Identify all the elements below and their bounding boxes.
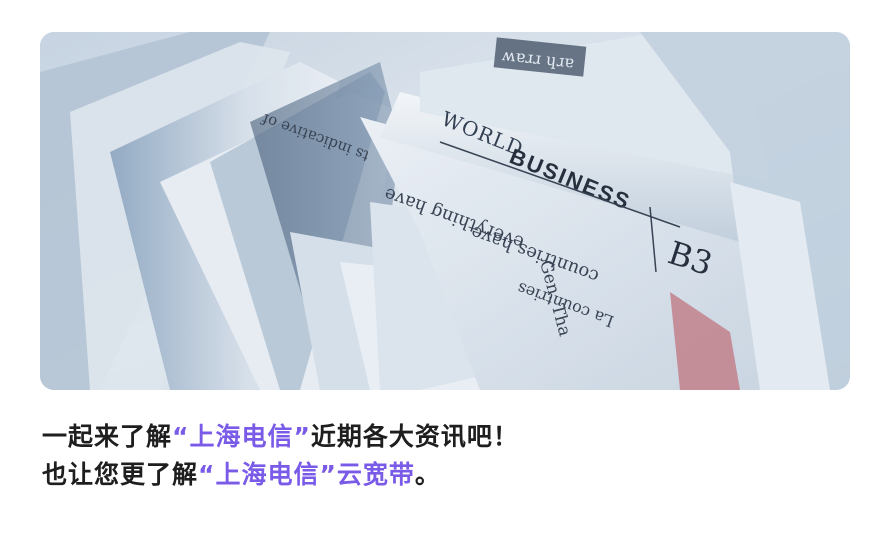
caption-line-2: 也让您更了解“上海电信”云宽带。 [42, 456, 842, 494]
caption-line-1: 一起来了解“上海电信”近期各大资讯吧！ [42, 418, 842, 456]
caption-line-2-suffix: 。 [414, 460, 441, 489]
newspaper-hero-image: ʍɐɹɹ ɥɹɐ WORLD BUSINESS B3 ts indicative… [40, 32, 850, 390]
column-divider [649, 206, 657, 273]
header-divider [439, 141, 681, 228]
caption-line-1-suffix: 近期各大资讯吧！ [310, 422, 519, 451]
brand-highlight-2: “上海电信”云宽带 [198, 460, 415, 489]
article-caption: 一起来了解“上海电信”近期各大资讯吧！ 也让您更了解“上海电信”云宽带。 [42, 418, 842, 494]
newspaper-illustration: ʍɐɹɹ ɥɹɐ WORLD BUSINESS B3 ts indicative… [40, 32, 850, 390]
caption-line-1-prefix: 一起来了解 [42, 422, 173, 451]
brand-highlight-1: “上海电信” [172, 422, 311, 451]
caption-line-2-prefix: 也让您更了解 [42, 460, 199, 489]
